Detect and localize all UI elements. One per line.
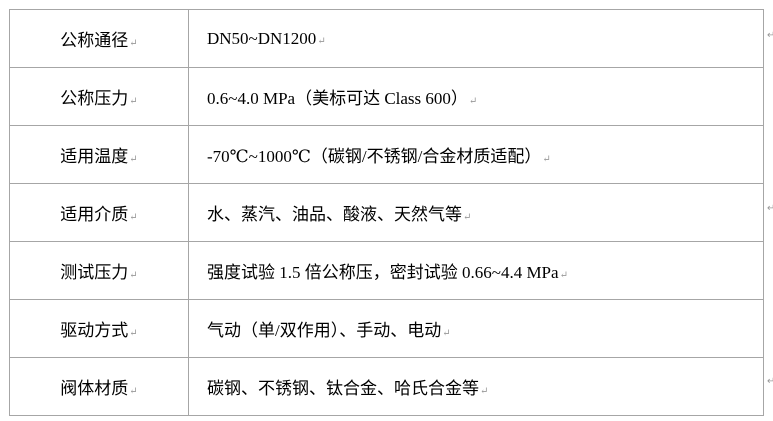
spec-value: 碳钢、不锈钢、钛合金、哈氏合金等 — [207, 379, 488, 398]
spec-label-cell: 公称通径 — [9, 9, 189, 68]
spec-label: 公称压力 — [60, 89, 137, 108]
spec-value: -70℃~1000℃（碳钢/不锈钢/合金材质适配） — [207, 147, 551, 166]
spec-value: 水、蒸汽、油品、酸液、天然气等 — [207, 205, 471, 224]
spec-value: 0.6~4.0 MPa（美标可达 Class 600） — [207, 89, 477, 108]
table-row: 公称通径 DN50~DN1200 — [9, 9, 764, 68]
spec-table: 公称通径 DN50~DN1200 公称压力 0.6~4.0 MPa（美标可达 Clas… — [9, 9, 764, 416]
spec-label-cell: 适用温度 — [9, 125, 189, 184]
spec-value: 气动（单/双作用）、手动、电动 — [207, 321, 451, 340]
spec-label: 适用温度 — [60, 147, 137, 166]
spec-value-cell: 0.6~4.0 MPa（美标可达 Class 600） — [188, 67, 764, 126]
spec-label-cell: 公称压力 — [9, 67, 189, 126]
spec-value-cell: 碳钢、不锈钢、钛合金、哈氏合金等 — [188, 357, 764, 416]
spec-value-cell: 水、蒸汽、油品、酸液、天然气等 — [188, 183, 764, 242]
table-row: 公称压力 0.6~4.0 MPa（美标可达 Class 600） — [9, 67, 764, 126]
spec-label: 阀体材质 — [60, 379, 137, 398]
spec-label-cell: 测试压力 — [9, 241, 189, 300]
spec-value-cell: -70℃~1000℃（碳钢/不锈钢/合金材质适配） — [188, 125, 764, 184]
table-row: 测试压力 强度试验 1.5 倍公称压，密封试验 0.66~4.4 MPa — [9, 241, 764, 300]
table-row: 适用温度 -70℃~1000℃（碳钢/不锈钢/合金材质适配） — [9, 125, 764, 184]
paragraph-mark-icon: ↵ — [767, 30, 773, 41]
spec-label: 驱动方式 — [60, 321, 137, 340]
table-row: 阀体材质 碳钢、不锈钢、钛合金、哈氏合金等 — [9, 357, 764, 416]
spec-label-cell: 阀体材质 — [9, 357, 189, 416]
spec-label-cell: 适用介质 — [9, 183, 189, 242]
spec-value-cell: 气动（单/双作用）、手动、电动 — [188, 299, 764, 358]
spec-label: 适用介质 — [60, 205, 137, 224]
spec-label: 测试压力 — [60, 263, 137, 282]
paragraph-mark-icon: ↵ — [767, 203, 773, 214]
spec-label: 公称通径 — [60, 31, 137, 50]
spec-value: 强度试验 1.5 倍公称压，密封试验 0.66~4.4 MPa — [207, 263, 568, 282]
spec-label-cell: 驱动方式 — [9, 299, 189, 358]
table-row: 适用介质 水、蒸汽、油品、酸液、天然气等 — [9, 183, 764, 242]
spec-value-cell: DN50~DN1200 — [188, 9, 764, 68]
paragraph-mark-icon: ↵ — [767, 376, 773, 387]
spec-value: DN50~DN1200 — [207, 29, 326, 48]
spec-value-cell: 强度试验 1.5 倍公称压，密封试验 0.66~4.4 MPa — [188, 241, 764, 300]
table-row: 驱动方式 气动（单/双作用）、手动、电动 — [9, 299, 764, 358]
